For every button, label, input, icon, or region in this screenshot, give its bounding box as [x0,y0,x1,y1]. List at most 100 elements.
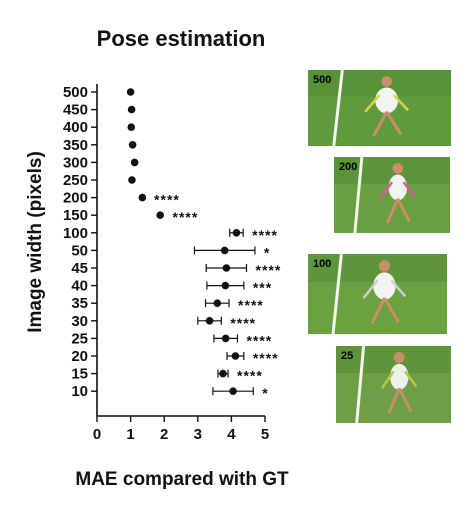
data-point [205,317,214,325]
y-tick-label: 35 [71,295,88,312]
data-point-group [127,105,136,114]
data-point [130,158,139,167]
y-tick-label: 200 [63,190,88,207]
court-line [355,345,366,424]
data-point [128,176,136,184]
chart-title: Pose estimation [97,26,266,51]
player-body [390,363,409,390]
y-tick-label: 20 [71,348,88,365]
data-point [156,211,164,219]
y-tick-label: 300 [63,154,88,171]
player-arm [403,370,418,388]
player-head [392,163,404,174]
court-line [332,69,344,147]
player-body [373,272,396,300]
significance-label: * [264,244,270,260]
player-arm [402,181,417,199]
significance-label: **** [238,297,264,313]
thumbnail-100: 100 [308,253,447,335]
player-leg [370,297,386,325]
thumbnail-25: 25 [336,345,451,424]
significance-label: **** [173,209,199,225]
data-point-group: **** [226,350,279,366]
data-point-group [128,141,137,149]
y-tick-label: 500 [63,84,88,101]
y-tick-label: 450 [63,102,88,119]
data-point-group: **** [205,262,280,278]
player-leg [397,387,413,413]
player-leg [396,198,411,223]
data-point [221,281,230,290]
significance-label: * [262,385,268,401]
y-tick-label: 100 [63,225,88,242]
player-head [378,260,391,272]
x-tick-label: 1 [126,426,134,443]
significance-label: *** [253,280,272,296]
data-point [127,105,136,114]
x-tick-label: 0 [93,426,101,443]
x-tick-label: 3 [194,426,202,443]
data-point-group [127,123,136,131]
data-point [229,387,237,396]
x-tick-label: 2 [160,426,168,443]
data-point [213,299,222,308]
y-tick-label: 15 [71,366,88,383]
data-point [219,369,227,378]
data-point [128,141,137,149]
significance-label: **** [253,350,279,366]
player-arm [364,94,381,113]
y-tick-label: 45 [71,260,88,277]
player-leg [372,111,388,137]
court-line [331,253,343,335]
data-point [231,352,240,360]
player-leg [387,387,401,414]
significance-label: **** [252,227,278,243]
data-point-group: * [193,244,270,260]
court-line [353,156,364,234]
data-point-group: **** [156,209,199,225]
player-head [393,352,405,363]
data-point-group: **** [213,332,271,348]
y-tick-label: 150 [63,207,88,224]
y-tick-label: 250 [63,172,88,189]
x-tick-label: 5 [261,426,269,443]
y-tick-label: 400 [63,119,88,136]
y-tick-label: 10 [71,383,88,400]
significance-label: **** [230,315,256,331]
data-point-group [128,176,136,184]
player-arm [379,181,394,200]
x-tick-label: 4 [227,426,236,443]
thumbnail-label: 100 [313,258,331,270]
data-point [221,334,230,343]
data-point-group [126,88,135,96]
player-leg [383,297,400,323]
player-arm [392,94,410,112]
data-point-group: **** [138,192,180,208]
player-leg [385,198,400,224]
data-point-group: **** [204,297,264,313]
y-axis-ticks: 5004504003503002502001501005045403530252… [63,84,97,400]
player-head [381,76,392,87]
y-tick-label: 350 [63,137,88,154]
data-points: ****************************************… [126,88,280,401]
y-tick-label: 30 [71,313,88,330]
player-arm [390,279,407,298]
x-axis-ticks: 0 1 2 3 4 5 [93,416,269,443]
thumbnail-label: 500 [313,74,331,86]
significance-label: **** [154,192,180,208]
data-point [222,264,231,272]
example-thumbnails: 500 200 100 25 [308,69,451,424]
data-point [232,229,241,237]
player-arm [362,279,379,299]
data-point [127,123,136,131]
data-point-group [130,158,139,167]
x-axis-title: MAE compared with GT [75,469,289,490]
thumbnail-label: 25 [341,350,353,362]
player-leg [385,111,403,136]
data-point [138,193,147,202]
player-body [388,174,408,201]
thumbnail-500: 500 [308,69,451,147]
y-tick-label: 25 [71,330,88,347]
thumbnail-200: 200 [334,156,450,234]
data-point-group: **** [217,368,262,384]
